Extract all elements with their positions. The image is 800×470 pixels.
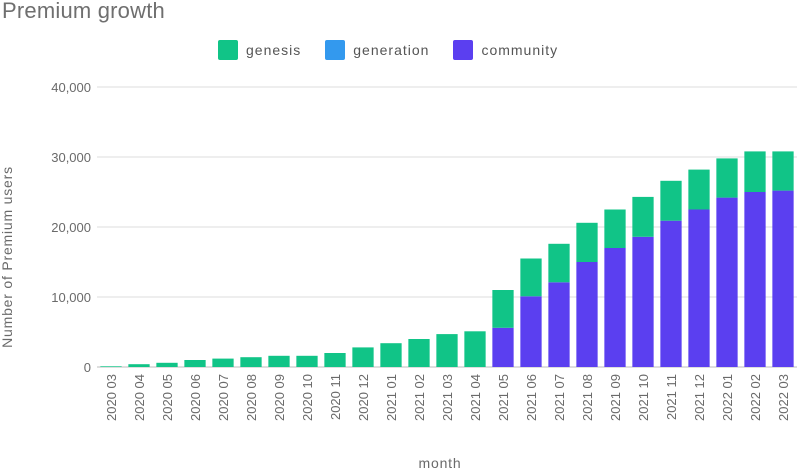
bar-genesis[interactable]: [212, 358, 234, 367]
x-tick-label: 2020 05: [160, 374, 175, 421]
x-tick-label: 2021 01: [384, 374, 399, 421]
bar-community[interactable]: [604, 248, 626, 367]
bar-genesis[interactable]: [240, 357, 262, 367]
bar-genesis[interactable]: [492, 290, 514, 328]
legend: genesis generation community: [218, 40, 558, 60]
legend-swatch-genesis: [218, 40, 238, 60]
bar-community[interactable]: [744, 192, 766, 367]
bar-genesis[interactable]: [464, 331, 486, 367]
x-tick-label: 2022 03: [776, 374, 791, 421]
bar-genesis[interactable]: [296, 355, 318, 367]
x-tick-label: 2022 01: [720, 374, 735, 421]
bar-genesis[interactable]: [268, 355, 290, 367]
legend-item-community[interactable]: community: [453, 40, 558, 60]
bar-community[interactable]: [632, 236, 654, 367]
y-tick-label: 20,000: [51, 220, 91, 235]
x-tick-label: 2020 12: [356, 374, 371, 421]
legend-swatch-community: [453, 40, 474, 60]
x-tick-label: 2021 07: [552, 374, 567, 421]
bar-genesis[interactable]: [716, 158, 738, 198]
y-axis-ticks: 0 10,000 20,000 30,000 40,000: [51, 80, 91, 375]
bar-community[interactable]: [716, 197, 738, 367]
y-tick-label: 40,000: [51, 80, 91, 95]
x-tick-label: 2020 04: [132, 374, 147, 421]
bar-community[interactable]: [688, 209, 710, 368]
bar-genesis[interactable]: [744, 151, 766, 192]
x-tick-label: 2020 07: [216, 374, 231, 421]
bar-genesis[interactable]: [688, 169, 710, 210]
bar-genesis[interactable]: [100, 366, 122, 367]
x-tick-label: 2021 02: [412, 374, 427, 421]
bar-genesis[interactable]: [632, 196, 654, 237]
bar-genesis[interactable]: [548, 243, 570, 283]
bar-community[interactable]: [548, 282, 570, 367]
bar-genesis[interactable]: [380, 343, 402, 367]
x-tick-label: 2021 12: [692, 374, 707, 421]
x-tick-label: 2021 05: [496, 374, 511, 421]
x-tick-label: 2022 02: [748, 374, 763, 421]
x-tick-label: 2020 09: [272, 374, 287, 421]
bar-community[interactable]: [660, 220, 682, 367]
bar-genesis[interactable]: [604, 209, 626, 249]
x-tick-label: 2021 11: [664, 374, 679, 420]
bar-genesis[interactable]: [128, 364, 150, 367]
chart-title: Premium growth: [2, 0, 165, 23]
x-tick-label: 2020 03: [104, 374, 119, 421]
bar-genesis[interactable]: [772, 151, 794, 191]
bar-genesis[interactable]: [436, 334, 458, 367]
legend-swatch-generation: [325, 40, 346, 60]
bar-community[interactable]: [772, 190, 794, 367]
x-tick-label: 2021 10: [636, 374, 651, 421]
bar-genesis[interactable]: [520, 258, 542, 297]
x-tick-label: 2020 11: [328, 374, 343, 420]
y-tick-label: 10,000: [51, 290, 91, 305]
bars: [100, 151, 794, 368]
x-tick-label: 2021 08: [580, 374, 595, 421]
x-tick-label: 2020 06: [188, 374, 203, 421]
legend-label-generation: generation: [353, 42, 430, 58]
bar-genesis[interactable]: [156, 362, 178, 367]
x-tick-label: 2020 08: [244, 374, 259, 421]
x-tick-label: 2020 10: [300, 374, 315, 421]
y-tick-label: 30,000: [51, 150, 91, 165]
x-tick-label: 2021 09: [608, 374, 623, 421]
bar-genesis[interactable]: [408, 339, 430, 367]
y-axis-title: Number of Premium users: [0, 166, 15, 348]
legend-label-community: community: [481, 42, 559, 58]
x-tick-label: 2021 06: [524, 374, 539, 421]
x-axis-ticks: 2020 03 2020 04 2020 05 2020 06 2020 07 2020 …: [104, 374, 791, 421]
bar-community[interactable]: [520, 296, 542, 367]
bar-genesis[interactable]: [660, 180, 682, 221]
y-tick-label: 0: [84, 360, 91, 375]
x-axis-title: month: [419, 455, 462, 470]
legend-item-genesis[interactable]: genesis: [218, 40, 301, 60]
bar-community[interactable]: [492, 327, 514, 367]
legend-label-genesis: genesis: [246, 42, 302, 58]
bar-genesis[interactable]: [576, 222, 598, 262]
x-tick-label: 2021 03: [440, 374, 455, 421]
legend-item-generation[interactable]: generation: [325, 40, 429, 60]
bar-genesis[interactable]: [184, 360, 206, 367]
bar-genesis[interactable]: [324, 353, 346, 367]
bar-community[interactable]: [576, 262, 598, 367]
x-tick-label: 2021 04: [468, 374, 483, 421]
bar-genesis[interactable]: [352, 347, 374, 367]
